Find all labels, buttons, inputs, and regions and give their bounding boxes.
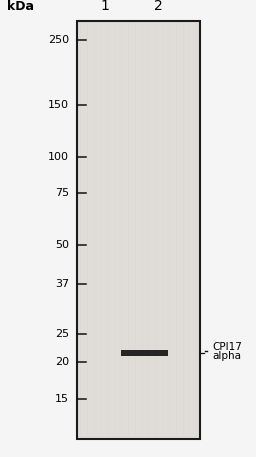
Text: 75: 75 (55, 188, 69, 198)
Text: 20: 20 (55, 357, 69, 367)
Text: CPI17: CPI17 (212, 342, 242, 352)
Text: alpha: alpha (212, 351, 241, 361)
Text: 150: 150 (48, 100, 69, 110)
Text: 15: 15 (55, 394, 69, 404)
Bar (121, 350, 168, 356)
Bar (77, 21, 200, 439)
Text: 2: 2 (154, 0, 163, 13)
Text: 50: 50 (55, 240, 69, 250)
Text: 37: 37 (55, 279, 69, 289)
Text: 250: 250 (48, 35, 69, 44)
Text: 1: 1 (101, 0, 109, 13)
Text: 100: 100 (48, 152, 69, 162)
Text: 25: 25 (55, 329, 69, 339)
Text: kDa: kDa (7, 0, 34, 13)
